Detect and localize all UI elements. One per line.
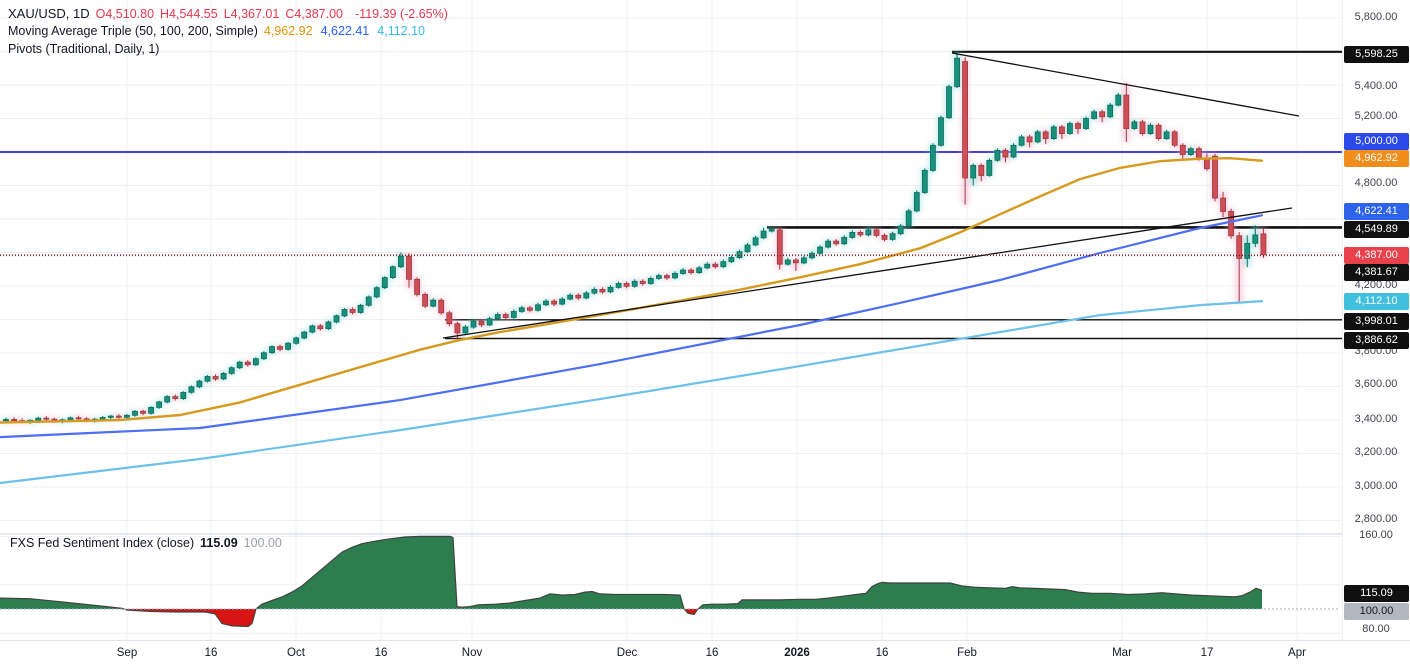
- time-axis-label: Mar: [1112, 647, 1132, 659]
- sentiment-legend-row: FXS Fed Sentiment Index (close) 115.09 1…: [10, 536, 282, 550]
- sma-200-line: [0, 300, 1264, 485]
- price-badge: 4,549.89: [1344, 221, 1409, 238]
- ohlc-item: O4,510.80: [95, 6, 155, 21]
- time-axis-label: Nov: [461, 647, 483, 659]
- price-badge: 5,598.25: [1344, 46, 1409, 63]
- pivots-indicator-label[interactable]: Pivots (Traditional, Daily, 1): [8, 42, 160, 56]
- sma-100-line: [0, 214, 1264, 439]
- price-axis-label: 5,800.00: [1354, 11, 1398, 23]
- time-axis-label: 16: [705, 647, 719, 659]
- ma-value: 4,622.41: [320, 24, 370, 38]
- sentiment-baseline-value: 100.00: [243, 536, 282, 550]
- time-axis-label: Oct: [287, 647, 305, 659]
- candles: [3, 51, 1267, 424]
- ohlc-values: O4,510.80 H4,544.55 L4,367.01 C4,387.00: [96, 7, 349, 21]
- ohlc-item: L4,367.01: [223, 6, 280, 21]
- pivots-legend-row: Pivots (Traditional, Daily, 1): [8, 42, 159, 56]
- price-chart-canvas[interactable]: [0, 0, 1410, 640]
- price-badge: 4,962.92: [1344, 150, 1409, 167]
- price-badge: 3,886.62: [1344, 332, 1409, 349]
- sentiment-indicator-label[interactable]: FXS Fed Sentiment Index (close): [10, 536, 195, 550]
- symbol-legend-row: XAU/USD, 1D O4,510.80 H4,544.55 L4,367.01 C…: [8, 6, 448, 21]
- change-value: -119.39 (-2.65%): [355, 6, 448, 21]
- time-axis-label: 2026: [784, 647, 810, 659]
- price-badge: 4,112.10: [1344, 293, 1409, 310]
- time-axis-label: Dec: [616, 647, 638, 659]
- candle-glow: [2, 51, 1268, 424]
- sentiment-area: [0, 535, 1338, 628]
- time-axis-label: Apr: [1288, 647, 1306, 659]
- price-axis-label: 80.00: [1362, 623, 1390, 635]
- price-axis-label: 160.00: [1359, 529, 1393, 541]
- price-badge: 4,622.41: [1344, 203, 1409, 220]
- price-badge: 5,000.00: [1344, 133, 1409, 150]
- price-axis-label: 3,600.00: [1354, 378, 1398, 390]
- ma-values: 4,962.92 4,622.41 4,112.10: [264, 24, 433, 38]
- time-axis-label: Feb: [957, 647, 977, 659]
- time-axis[interactable]: Sep 16 Oct 16 Nov Dec 16 2026 16 Feb Mar 17 Apr: [0, 640, 1410, 668]
- horizontal-levels: [0, 50, 1342, 340]
- time-axis-label: 16: [374, 647, 388, 659]
- ma-legend-row: Moving Average Triple (50, 100, 200, Sim…: [8, 24, 433, 38]
- price-badge: 115.09: [1344, 585, 1409, 602]
- pane-divider[interactable]: [0, 533, 1410, 535]
- price-axis-label: 5,400.00: [1354, 80, 1398, 92]
- price-axis-label: 2,800.00: [1354, 513, 1398, 525]
- sma-50-line: [0, 156, 1264, 424]
- price-badge: 3,998.01: [1344, 313, 1409, 330]
- time-axis-label: 17: [1200, 647, 1214, 659]
- ohlc-item: C4,387.00: [285, 6, 344, 21]
- price-axis-label: 4,800.00: [1354, 177, 1398, 189]
- ma-value: 4,112.10: [377, 24, 425, 38]
- price-axis-label: 5,200.00: [1354, 110, 1398, 122]
- price-badge: 100.00: [1344, 603, 1409, 620]
- time-axis-label: Sep: [116, 647, 138, 659]
- ascending-trendline: [442, 207, 1293, 339]
- ohlc-item: H4,544.55: [160, 6, 218, 21]
- price-badge: 4,381.67: [1344, 264, 1409, 281]
- price-axis-label: 3,200.00: [1354, 446, 1398, 458]
- price-axis-label: 4,200.00: [1354, 279, 1398, 291]
- symbol-title[interactable]: XAU/USD, 1D: [8, 6, 90, 21]
- descending-trendline: [951, 52, 1300, 117]
- ma-indicator-label[interactable]: Moving Average Triple (50, 100, 200, Sim…: [8, 24, 258, 38]
- price-axis[interactable]: 5,800.00 5,400.00 5,200.00 4,800.00 4,200.00…: [1342, 0, 1410, 640]
- price-axis-label: 3,400.00: [1354, 413, 1398, 425]
- ma-value: 4,962.92: [263, 24, 313, 38]
- price-axis-label: 3,000.00: [1354, 480, 1398, 492]
- time-axis-label: 16: [875, 647, 889, 659]
- sentiment-value: 115.09: [200, 536, 238, 550]
- time-axis-label: 16: [204, 647, 218, 659]
- price-badge: 4,387.00: [1344, 247, 1409, 264]
